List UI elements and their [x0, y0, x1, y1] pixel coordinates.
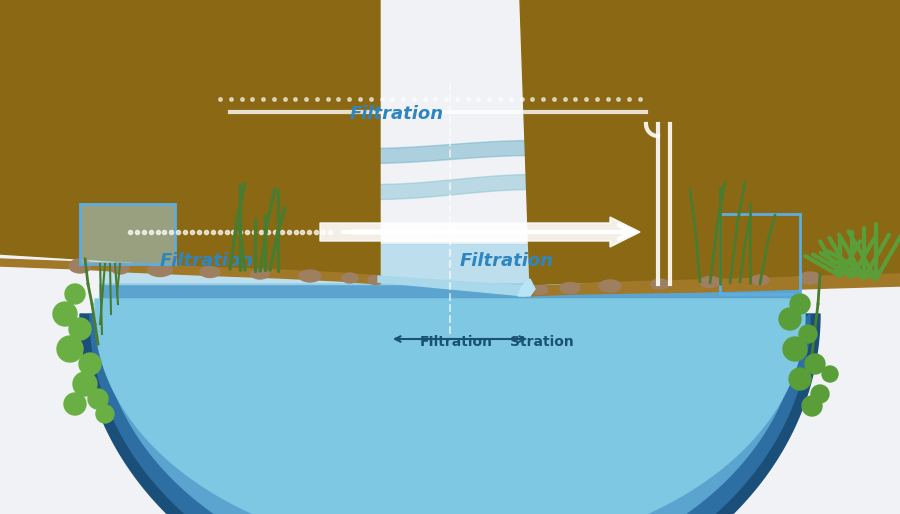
Ellipse shape: [148, 264, 173, 277]
Circle shape: [69, 318, 91, 340]
Text: Filtration: Filtration: [160, 252, 254, 270]
FancyBboxPatch shape: [80, 204, 175, 264]
Ellipse shape: [111, 262, 129, 274]
Circle shape: [88, 389, 108, 409]
Circle shape: [799, 325, 817, 343]
FancyArrow shape: [320, 217, 640, 247]
Ellipse shape: [299, 270, 321, 282]
Polygon shape: [518, 279, 535, 296]
Ellipse shape: [751, 275, 769, 285]
Circle shape: [822, 366, 838, 382]
Polygon shape: [100, 284, 800, 514]
Ellipse shape: [599, 280, 621, 292]
Ellipse shape: [342, 273, 358, 283]
Circle shape: [790, 294, 810, 314]
Ellipse shape: [368, 276, 382, 285]
Polygon shape: [520, 274, 900, 296]
Ellipse shape: [799, 272, 821, 284]
Ellipse shape: [69, 259, 91, 273]
Circle shape: [65, 284, 85, 304]
Polygon shape: [80, 314, 820, 514]
Circle shape: [783, 337, 807, 361]
Circle shape: [64, 393, 86, 415]
Polygon shape: [95, 299, 805, 514]
Ellipse shape: [700, 277, 720, 287]
Circle shape: [802, 396, 822, 416]
Circle shape: [73, 372, 97, 396]
Circle shape: [53, 302, 77, 326]
Circle shape: [96, 405, 114, 423]
Circle shape: [805, 354, 825, 374]
Text: Stration: Stration: [510, 335, 574, 349]
Ellipse shape: [200, 266, 220, 278]
Circle shape: [789, 368, 811, 390]
Circle shape: [79, 353, 101, 375]
Circle shape: [779, 308, 801, 330]
Polygon shape: [0, 259, 380, 284]
Text: Filtration: Filtration: [350, 105, 444, 123]
Circle shape: [57, 336, 83, 362]
Ellipse shape: [533, 285, 547, 295]
Ellipse shape: [651, 279, 669, 289]
Polygon shape: [0, 0, 380, 279]
Circle shape: [811, 385, 829, 403]
Polygon shape: [520, 0, 900, 285]
Polygon shape: [378, 276, 525, 296]
Text: Filtration: Filtration: [460, 252, 554, 270]
Ellipse shape: [560, 283, 580, 293]
Polygon shape: [90, 314, 810, 514]
Text: FIltration: FIltration: [420, 335, 493, 349]
Ellipse shape: [251, 269, 269, 279]
